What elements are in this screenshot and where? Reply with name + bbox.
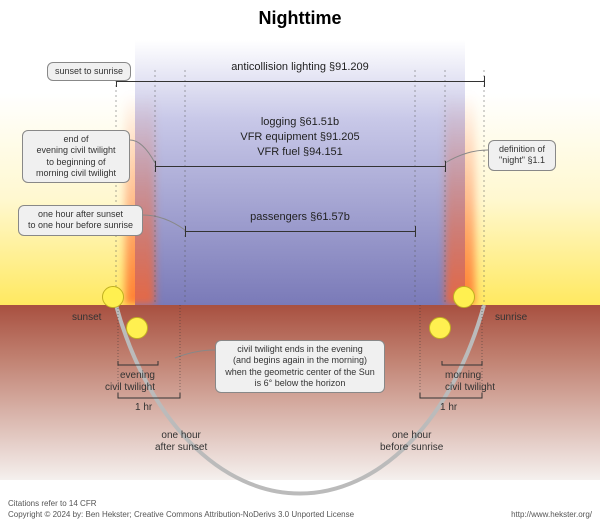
diagram-label: sunrise bbox=[495, 312, 527, 324]
footer-url: http://www.hekster.org/ bbox=[511, 510, 592, 519]
callout-box: sunset to sunrise bbox=[47, 62, 131, 81]
dimension-line bbox=[155, 166, 445, 167]
diagram-label: sunset bbox=[72, 312, 101, 324]
dimension-line bbox=[185, 231, 415, 232]
diagram-label: morningcivil twilight bbox=[445, 370, 505, 394]
dimension-tick bbox=[445, 161, 446, 172]
diagram-label: eveningcivil twilight bbox=[95, 370, 155, 394]
callout-box: civil twilight ends in the evening(and b… bbox=[215, 340, 385, 393]
dimension-tick bbox=[155, 161, 156, 172]
footer: Citations refer to 14 CFR Copyright © 20… bbox=[8, 499, 592, 519]
dawn-glow bbox=[445, 40, 475, 305]
night-region bbox=[135, 40, 465, 305]
sun-sunrise bbox=[453, 286, 475, 308]
footer-note: Citations refer to 14 CFR bbox=[8, 499, 592, 508]
callout-box: one hour after sunsetto one hour before … bbox=[18, 205, 143, 236]
sun-morning-twilight bbox=[429, 317, 451, 339]
sun-sunset bbox=[102, 286, 124, 308]
diagram-label: 1 hr bbox=[440, 402, 457, 414]
dimension-tick bbox=[484, 76, 485, 87]
dimension-line bbox=[116, 81, 484, 82]
diagram-label: one hourafter sunset bbox=[155, 430, 207, 454]
diagram-label: one hourbefore sunrise bbox=[380, 430, 443, 454]
dimension-tick bbox=[185, 226, 186, 237]
sun-evening-twilight bbox=[126, 317, 148, 339]
callout-box: definition of"night" §1.1 bbox=[488, 140, 556, 171]
diagram-label: 1 hr bbox=[135, 402, 152, 414]
dimension-tick bbox=[415, 226, 416, 237]
callout-box: end ofevening civil twilightto beginning… bbox=[22, 130, 130, 183]
page-title: Nighttime bbox=[0, 0, 600, 29]
rule-label: logging §61.51b bbox=[0, 116, 600, 128]
footer-copyright: Copyright © 2024 by: Ben Hekster; Creati… bbox=[8, 510, 354, 519]
